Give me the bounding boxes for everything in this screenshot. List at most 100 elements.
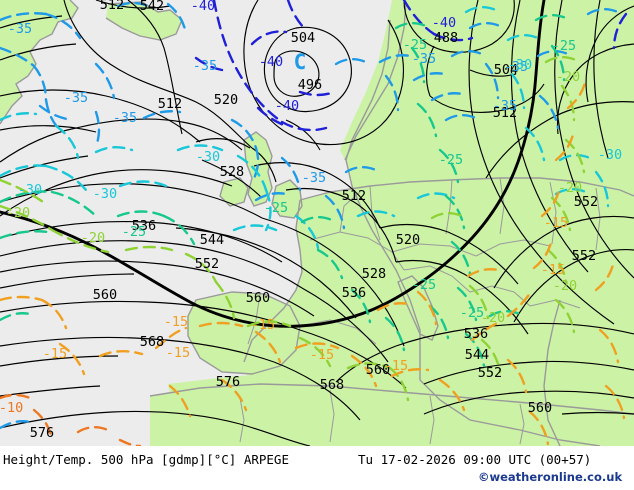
height-contour-label-text: 544	[465, 347, 489, 363]
height-contour-label: 504504	[291, 30, 315, 46]
coastline-layer	[0, 0, 634, 446]
height-contour-label-text: 552	[478, 365, 502, 381]
temp-contour--20	[0, 56, 586, 402]
temp-contour-label: -35-35	[193, 58, 217, 74]
temp-contour-label-text: -25	[412, 277, 436, 293]
temp-contour-label: -20-20	[553, 278, 577, 294]
copyright-notice: ©weatheronline.co.uk	[478, 470, 623, 484]
height-contour-label-text: 576	[216, 374, 240, 390]
temp-contour--40	[194, 0, 628, 132]
temp-contour-label-text: -35	[8, 21, 32, 37]
temp-contour-label-text: -20	[556, 69, 580, 85]
height-contour-label-text: 512	[100, 0, 124, 13]
temp-contour-label-text: -30	[18, 182, 42, 198]
temp-contour-label: -15-15	[164, 314, 188, 330]
height-contour-label: 520520	[214, 92, 238, 108]
temp-contour-label-text: -25	[460, 305, 484, 321]
height-contour-label-text: 552	[572, 248, 596, 264]
temp-contour--25	[0, 14, 568, 368]
temp-contour-label: -35-35	[64, 90, 88, 106]
temp-contour-label: -25-25	[412, 277, 436, 293]
height-contour-label-text: 488	[434, 30, 458, 46]
temp-contour-label-text: -20	[81, 230, 105, 246]
temp-contour-label-text: -35	[193, 58, 217, 74]
temp-contour-label-text: -25	[552, 38, 576, 54]
temp-contour-label-text: -40	[275, 98, 299, 114]
temp-contour-label-text: -15	[541, 262, 565, 278]
temp-contour-label: -25-25	[264, 200, 288, 216]
temp-contour-label-text: -15	[310, 347, 334, 363]
map-canvas[interactable]: C 54254251251252052050450449649648848850…	[0, 0, 634, 446]
height-contour-bold-552	[0, 0, 546, 328]
temp-contour-label-text: -30	[93, 186, 117, 202]
landmass-layer	[0, 0, 634, 446]
temp-contour-label: -15-15	[43, 346, 67, 362]
temp-contour-label-text: -20	[6, 205, 30, 221]
temp-contour-label: -35-35	[493, 98, 517, 114]
temp-contour-label: -30-30	[196, 149, 220, 165]
temp-contour-label: -10-10	[0, 400, 23, 416]
temp-contour-label: -30-30	[18, 182, 42, 198]
temp-contour-label-text: -15	[164, 314, 188, 330]
height-contour-label: 528528	[220, 164, 244, 180]
height-contour-label-text: 520	[396, 232, 420, 248]
height-contour-label-text: 536	[132, 218, 156, 234]
temp-contour-label-text: -15	[384, 358, 408, 374]
temp-contour-label: -35-35	[504, 59, 528, 75]
temp-contour-label: -35-35	[412, 51, 436, 67]
temp-contour-label-text: -40	[259, 54, 283, 70]
height-contour-label-text: 544	[200, 232, 224, 248]
height-contour-label: 568568	[320, 377, 344, 393]
height-contour-label-text: 576	[30, 425, 54, 441]
temp-contour-label: -40-40	[275, 98, 299, 114]
temp-contour-label-text: -40	[191, 0, 215, 14]
temp-contour--15	[0, 76, 626, 446]
temp-contour-label-text: -25	[439, 152, 463, 168]
temp-contour-label-text: -15	[166, 345, 190, 361]
height-contour-label-text: 568	[140, 334, 164, 350]
height-contour-label: 536536	[342, 285, 366, 301]
temp-contour-label-text: -20	[481, 310, 505, 326]
temp-contour-label: -15-15	[251, 317, 275, 333]
temp-contour-label-text: -35	[412, 51, 436, 67]
temp-contour-label-text: -15	[43, 346, 67, 362]
temp-contour--10	[0, 393, 142, 446]
height-contour-label-text: 528	[220, 164, 244, 180]
height-contour-label-text: 512	[493, 105, 517, 121]
valid-datetime: Tu 17-02-2026 09:00 UTC (00+57)	[358, 452, 592, 467]
footer-bar: Height/Temp. 500 hPa [gdmp][°C] ARPEGE T…	[0, 446, 634, 490]
temp-contour-label-text: -25	[122, 224, 146, 240]
temp-contour--30	[0, 6, 610, 250]
height-contour-label-text: 568	[320, 377, 344, 393]
temp-contour-label-text: -15	[544, 215, 568, 231]
temp-contour-label-text: -35	[493, 98, 517, 114]
height-contour-label-text: 528	[362, 266, 386, 282]
height-contour-label: 496496	[298, 77, 322, 93]
chart-title: Height/Temp. 500 hPa [gdmp][°C] ARPEGE	[3, 452, 289, 467]
temp-contour-label: -35-35	[8, 21, 32, 37]
height-contour-label-text: 560	[93, 287, 117, 303]
height-contour-label-text: 552	[574, 194, 598, 210]
height-contour-label: 544544	[465, 347, 489, 363]
temp-contour-label: -20-20	[556, 69, 580, 85]
temp-contour-label: -15-15	[384, 358, 408, 374]
height-contour-label: 542542	[140, 0, 164, 14]
temp-contour-label: -25-25	[460, 305, 484, 321]
height-contour-label-text: 504	[494, 62, 518, 78]
temp-contour-label: -25-25	[122, 224, 146, 240]
temp-contour-label: -15-15	[166, 345, 190, 361]
height-contour-label: 488488	[434, 30, 458, 46]
temp-contour-label: -35-35	[113, 110, 137, 126]
temp-contour-label-text: -20	[553, 278, 577, 294]
temp-contour-label-text: -30	[196, 149, 220, 165]
temp-contour-label-text: -35	[504, 59, 528, 75]
